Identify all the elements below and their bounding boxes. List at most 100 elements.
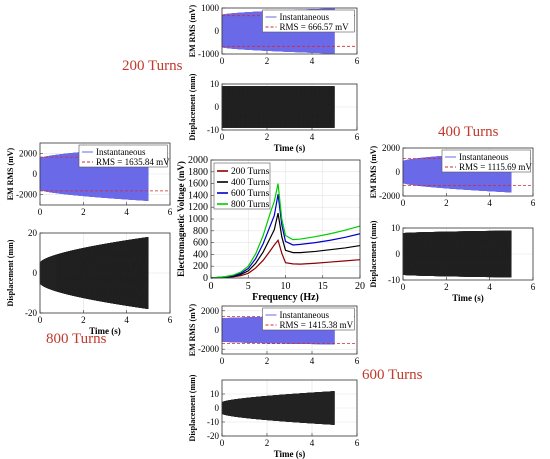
x-tick-label: 0 [220, 438, 225, 448]
waveform-disp600 [221, 391, 335, 425]
x-tick-label: 0 [401, 198, 406, 208]
legend-label-rms: RMS = 666.57 mV [280, 22, 350, 32]
axes-frame [210, 159, 361, 279]
x-tick-label: 0 [209, 281, 214, 292]
y-tick-label: 1200 [188, 202, 208, 213]
x-axis-label: Time (s) [274, 449, 306, 459]
x-tick-label: 4 [310, 438, 315, 448]
y-tick-label: 0 [396, 249, 401, 259]
y-tick-label: 2000 [19, 148, 38, 158]
x-tick-label: 6 [531, 198, 536, 208]
axes-frame [221, 7, 358, 55]
title-400-turns: 400 Turns [438, 124, 499, 140]
x-tick-label: 2 [265, 56, 270, 66]
x-tick-label: 0 [220, 132, 225, 142]
legend-label: 600 Turns [231, 189, 270, 199]
x-tick-label: 4 [310, 356, 315, 366]
legend-label: 800 Turns [231, 200, 270, 210]
y-tick-label: 1600 [188, 179, 208, 190]
legend-box [262, 307, 355, 331]
axes-frame [39, 142, 171, 206]
x-tick-label: 6 [355, 356, 360, 366]
y-tick-label: 1400 [188, 190, 208, 201]
axes-frame [402, 227, 534, 281]
title-800-turns: 800 Turns [46, 331, 107, 347]
x-tick-label: 4 [124, 315, 129, 325]
x-tick-label: 0 [38, 315, 43, 325]
x-axis-label: Frequency (Hz) [252, 292, 319, 303]
x-tick-label: 6 [168, 207, 173, 217]
y-tick-label: 0 [215, 403, 220, 413]
x-tick-label: 2 [81, 315, 86, 325]
y-axis-label: Displacement (mm) [188, 374, 197, 441]
y-tick-label: -2000 [379, 191, 400, 201]
x-tick-label: 6 [355, 438, 360, 448]
y-tick-label: 2000 [382, 143, 401, 153]
y-axis-label: Displacement (mm) [6, 239, 15, 306]
legend-label-instantaneous: Instantaneous [280, 310, 330, 320]
x-tick-label: 4 [487, 282, 492, 292]
y-axis-label: Displacement (mm) [188, 73, 197, 140]
x-tick-label: 2 [265, 132, 270, 142]
legend-label-rms: RMS = 1635.84 mV [96, 157, 170, 167]
legend-label-instantaneous: Instantaneous [280, 12, 330, 22]
axes-frame [39, 232, 171, 314]
y-tick-label: 1000 [188, 214, 208, 225]
y-axis-label: EM RMS (mV) [188, 303, 197, 356]
x-tick-label: 2 [265, 356, 270, 366]
x-tick-label: 10 [281, 281, 291, 292]
axes-frame [221, 83, 358, 131]
y-tick-label: 10 [210, 389, 220, 399]
x-tick-label: 2 [81, 207, 86, 217]
panel-disp600: 0 2 4 6 -20 -10 0 10 Time (s) Displacement (mm) [188, 374, 360, 459]
x-tick-label: 5 [246, 281, 251, 292]
legend-label-instantaneous: Instantaneous [459, 152, 509, 162]
axes-frame [221, 379, 358, 437]
legend-label-instantaneous: Instantaneous [96, 147, 146, 157]
y-axis-label: EM RMS (mV) [188, 4, 197, 57]
waveform-disp200 [221, 86, 335, 128]
x-tick-label: 6 [168, 315, 173, 325]
y-axis-label: Electromagnetic Voltage (mV) [176, 161, 186, 277]
title-600-turns: 600 Turns [362, 367, 423, 383]
waveform-disp400 [402, 230, 512, 278]
legend-label: 200 Turns [231, 167, 270, 177]
x-axis-label: Time (s) [452, 293, 484, 303]
y-tick-label: 0 [203, 273, 208, 284]
y-tick-label: 0 [33, 169, 38, 179]
panel-center: 0 5 10 15 2002004006008001000120014001600180… [176, 155, 365, 303]
y-axis-label: EM RMS (mV) [369, 145, 378, 198]
y-tick-label: -2000 [16, 190, 37, 200]
y-axis-label: EM RMS (mV) [6, 147, 15, 200]
y-axis-label: Displacement (mm) [369, 220, 378, 287]
y-tick-label: 10 [391, 223, 401, 233]
y-tick-label: -10 [207, 417, 219, 427]
x-tick-label: 4 [124, 207, 129, 217]
legend-box [441, 149, 531, 173]
y-tick-label: 2000 [188, 155, 208, 166]
y-tick-label: 1800 [188, 167, 208, 178]
y-tick-label: 400 [193, 249, 208, 260]
x-tick-label: 2 [444, 198, 449, 208]
waveform-disp800 [39, 236, 149, 309]
x-tick-label: 0 [220, 56, 225, 66]
axes-frame [221, 305, 358, 355]
y-tick-label: 0 [33, 268, 38, 278]
y-tick-label: 200 [193, 261, 208, 272]
y-tick-label: 10 [210, 79, 220, 89]
x-tick-label: 6 [531, 282, 536, 292]
legend-label-rms: RMS = 1415.38 mV [280, 320, 354, 330]
y-tick-label: -1000 [198, 49, 219, 59]
legend-label-rms: RMS = 1115.69 mV [459, 162, 532, 172]
